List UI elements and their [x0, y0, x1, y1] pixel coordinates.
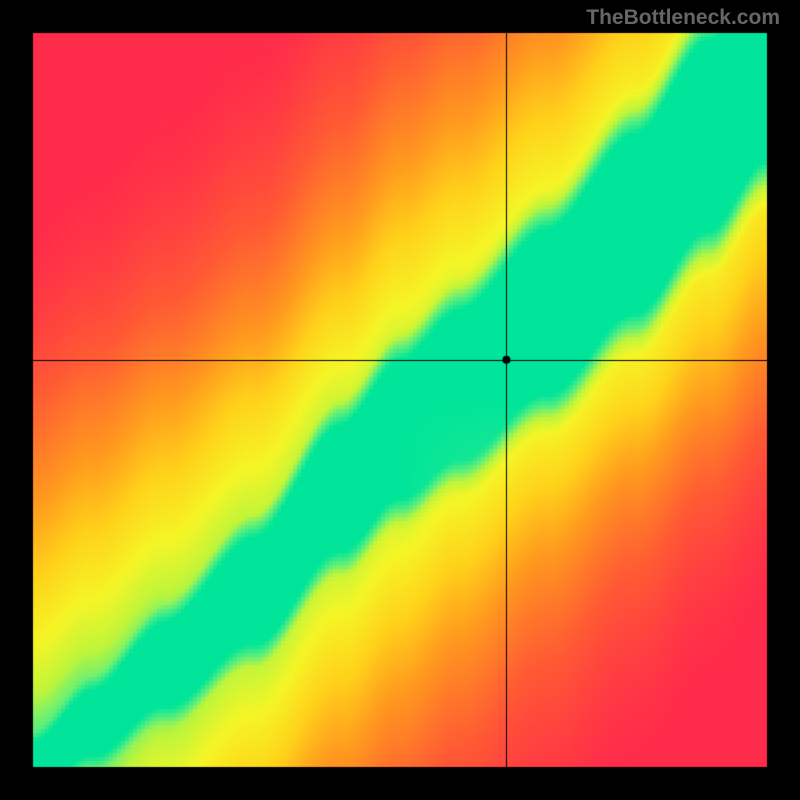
bottleneck-heatmap	[0, 0, 800, 800]
watermark-text: TheBottleneck.com	[586, 6, 780, 30]
